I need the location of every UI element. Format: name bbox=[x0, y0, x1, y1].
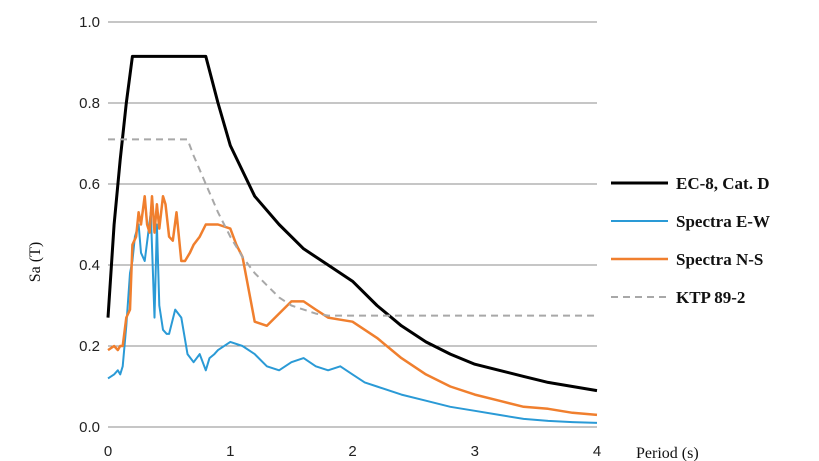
series-line-0 bbox=[106, 54, 598, 393]
y-axis-label: Sa (T) bbox=[27, 242, 44, 282]
series-line-2 bbox=[107, 194, 598, 417]
y-tick-labels: 0.0 0.2 0.4 0.6 0.8 1.0 bbox=[79, 14, 100, 436]
series-line-1 bbox=[107, 211, 598, 424]
y-tick-1: 0.2 bbox=[79, 338, 100, 355]
y-tick-3: 0.6 bbox=[79, 176, 100, 193]
y-tick-0: 0.0 bbox=[79, 419, 100, 436]
legend: EC-8, Cat. D Spectra E-W Spectra N-S KTP 89… bbox=[611, 174, 770, 307]
x-tick-1: 1 bbox=[226, 443, 234, 460]
x-tick-3: 3 bbox=[471, 443, 479, 460]
series-lines bbox=[106, 54, 598, 424]
legend-label-1: Spectra E-W bbox=[676, 212, 770, 231]
series-line-3 bbox=[108, 138, 597, 317]
legend-label-3: KTP 89-2 bbox=[676, 288, 745, 307]
grid-lines bbox=[108, 21, 597, 428]
legend-label-2: Spectra N-S bbox=[676, 250, 763, 269]
legend-label-0: EC-8, Cat. D bbox=[676, 174, 770, 193]
x-tick-2: 2 bbox=[348, 443, 356, 460]
x-tick-0: 0 bbox=[104, 443, 112, 460]
x-axis-label: Period (s) bbox=[636, 445, 699, 461]
y-tick-2: 0.4 bbox=[79, 257, 100, 274]
x-tick-4: 4 bbox=[593, 443, 601, 460]
x-tick-labels: 0 1 2 3 4 bbox=[104, 443, 601, 460]
y-tick-4: 0.8 bbox=[79, 95, 100, 112]
y-tick-5: 1.0 bbox=[79, 14, 100, 31]
